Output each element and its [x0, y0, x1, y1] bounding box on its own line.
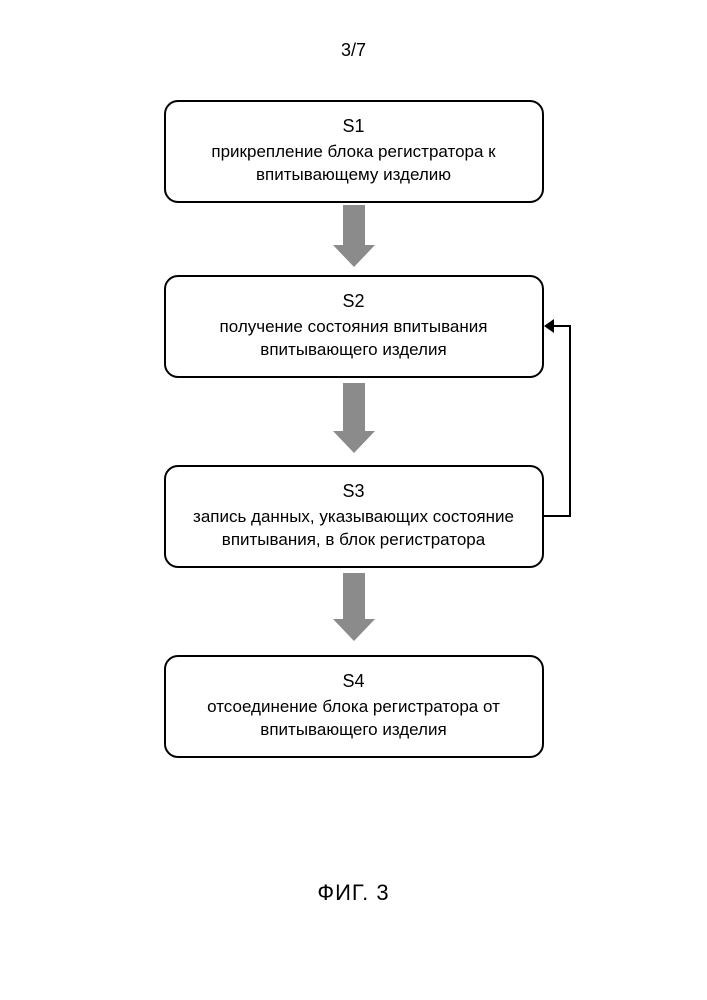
- figure-caption: ФИГ. 3: [317, 880, 389, 906]
- feedback-edge-top: [552, 325, 571, 327]
- node-s1-label: S1: [186, 116, 522, 137]
- feedback-edge-vertical: [569, 325, 571, 517]
- arrow-s2-s3: [333, 383, 375, 458]
- feedback-edge-bottom: [544, 515, 571, 517]
- node-s4-text: отсоединение блока регистратора от впиты…: [186, 696, 522, 742]
- node-s2-text: получение состояния впитывания впитывающ…: [186, 316, 522, 362]
- node-s1-text: прикрепление блока регистратора к впитыв…: [186, 141, 522, 187]
- node-s2-label: S2: [186, 291, 522, 312]
- node-s3-label: S3: [186, 481, 522, 502]
- node-s1: S1 прикрепление блока регистратора к впи…: [164, 100, 544, 203]
- node-s3: S3 запись данных, указывающих состояние …: [164, 465, 544, 568]
- arrow-s3-s4: [333, 573, 375, 646]
- node-s2: S2 получение состояния впитывания впитыв…: [164, 275, 544, 378]
- node-s4-label: S4: [186, 671, 522, 692]
- arrow-s1-s2: [333, 205, 375, 272]
- feedback-edge-arrowhead: [544, 319, 554, 338]
- page-number: 3/7: [341, 40, 366, 61]
- node-s3-text: запись данных, указывающих состояние впи…: [186, 506, 522, 552]
- node-s4: S4 отсоединение блока регистратора от вп…: [164, 655, 544, 758]
